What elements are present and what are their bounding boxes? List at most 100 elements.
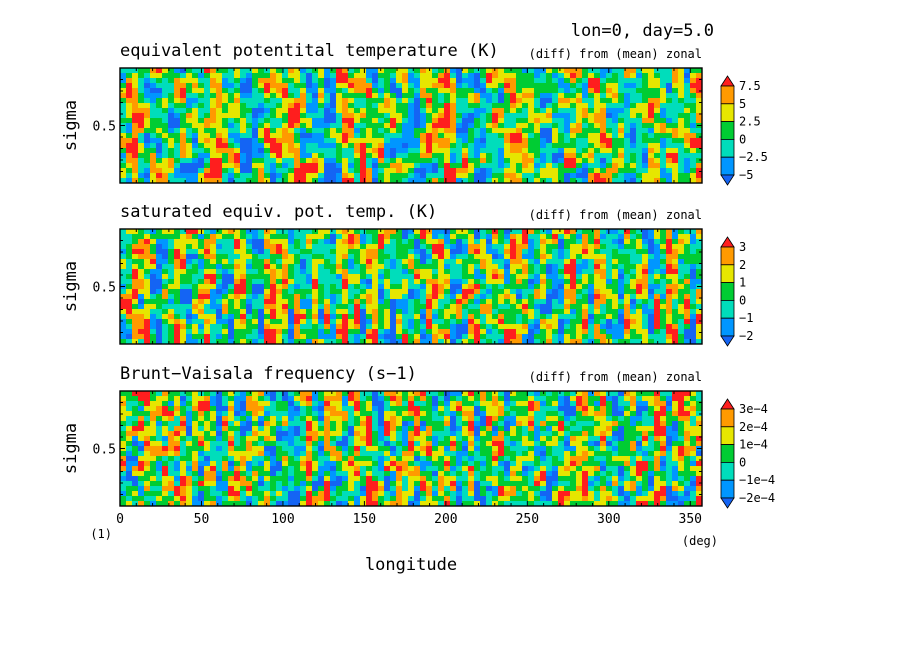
- heatmap-cell: [288, 334, 295, 340]
- heatmap-cell: [162, 249, 169, 255]
- heatmap-cell: [324, 254, 331, 260]
- heatmap-cell: [126, 324, 133, 330]
- heatmap-cell: [360, 254, 367, 260]
- heatmap-cell: [474, 264, 481, 270]
- heatmap-cell: [408, 138, 415, 144]
- heatmap-cell: [366, 118, 373, 124]
- heatmap-cell: [132, 319, 139, 325]
- heatmap-cell: [450, 259, 457, 265]
- heatmap-cell: [438, 229, 445, 235]
- heatmap-cell: [198, 108, 205, 114]
- heatmap-cell: [228, 329, 235, 335]
- heatmap-cell: [648, 73, 655, 79]
- heatmap-cell: [444, 264, 451, 270]
- heatmap-cell: [444, 279, 451, 285]
- heatmap-cell: [498, 163, 505, 169]
- heatmap-cell: [486, 173, 493, 179]
- heatmap-cell: [402, 158, 409, 164]
- heatmap-cell: [450, 274, 457, 280]
- heatmap-cell: [192, 113, 199, 119]
- heatmap-cell: [138, 128, 145, 134]
- heatmap-cell: [120, 98, 127, 104]
- heatmap-cell: [624, 314, 631, 320]
- heatmap-cell: [480, 339, 487, 345]
- heatmap-cell: [522, 73, 529, 79]
- heatmap-cell: [324, 93, 331, 99]
- heatmap-cell: [366, 173, 373, 179]
- heatmap-cell: [660, 118, 667, 124]
- heatmap-cell: [144, 73, 151, 79]
- heatmap-cell: [444, 314, 451, 320]
- heatmap-cell: [270, 294, 277, 300]
- heatmap-cell: [576, 148, 583, 154]
- heatmap-cell: [348, 73, 355, 79]
- heatmap-cell: [480, 229, 487, 235]
- heatmap-cell: [390, 163, 397, 169]
- heatmap-cell: [414, 264, 421, 270]
- heatmap-cell: [396, 73, 403, 79]
- heatmap-cell: [372, 88, 379, 94]
- heatmap-cell: [654, 118, 661, 124]
- heatmap-cell: [558, 299, 565, 305]
- heatmap-cell: [222, 396, 229, 402]
- heatmap-cell: [426, 128, 433, 134]
- heatmap-cell: [240, 334, 247, 340]
- heatmap-cell: [696, 239, 703, 245]
- heatmap-cell: [360, 299, 367, 305]
- heatmap-cell: [642, 118, 649, 124]
- heatmap-cell: [594, 173, 601, 179]
- heatmap-cell: [564, 284, 571, 290]
- heatmap-cell: [396, 391, 403, 397]
- heatmap-cell: [174, 319, 181, 325]
- heatmap-cell: [270, 133, 277, 139]
- heatmap-cell: [198, 299, 205, 305]
- heatmap-cell: [282, 304, 289, 310]
- heatmap-cell: [606, 78, 613, 84]
- heatmap-cell: [252, 168, 259, 174]
- heatmap-cell: [684, 249, 691, 255]
- heatmap-cell: [186, 68, 193, 74]
- heatmap-cell: [276, 173, 283, 179]
- heatmap-cell: [192, 128, 199, 134]
- heatmap-cell: [684, 163, 691, 169]
- heatmap-cell: [330, 264, 337, 270]
- heatmap-cell: [462, 304, 469, 310]
- heatmap-cell: [456, 401, 463, 407]
- heatmap-cell: [432, 178, 439, 184]
- heatmap-cell: [204, 324, 211, 330]
- heatmap-cell: [216, 83, 223, 89]
- heatmap-cell: [432, 401, 439, 407]
- heatmap-cell: [516, 158, 523, 164]
- heatmap-cell: [264, 148, 271, 154]
- heatmap-cell: [660, 163, 667, 169]
- heatmap-cell: [294, 309, 301, 315]
- heatmap-cell: [354, 274, 361, 280]
- heatmap-cell: [168, 279, 175, 285]
- heatmap-cell: [438, 391, 445, 397]
- heatmap-cell: [276, 68, 283, 74]
- heatmap-cell: [276, 138, 283, 144]
- heatmap-cell: [534, 68, 541, 74]
- heatmap-cell: [630, 249, 637, 255]
- heatmap-cell: [426, 239, 433, 245]
- heatmap-cell: [342, 299, 349, 305]
- heatmap-cell: [180, 309, 187, 315]
- heatmap-cell: [156, 391, 163, 397]
- heatmap-cell: [402, 334, 409, 340]
- heatmap-cell: [282, 93, 289, 99]
- heatmap-cell: [594, 274, 601, 280]
- heatmap-cell: [294, 143, 301, 149]
- heatmap-cell: [264, 324, 271, 330]
- heatmap-cell: [672, 178, 679, 184]
- heatmap-cell: [132, 128, 139, 134]
- heatmap-cell: [138, 319, 145, 325]
- heatmap-cell: [672, 168, 679, 174]
- heatmap-cell: [204, 234, 211, 240]
- heatmap-cell: [360, 103, 367, 109]
- heatmap-cell: [462, 334, 469, 340]
- heatmap-cell: [510, 274, 517, 280]
- heatmap-cell: [552, 324, 559, 330]
- heatmap-cell: [582, 143, 589, 149]
- heatmap-cell: [312, 289, 319, 295]
- heatmap-cell: [270, 88, 277, 94]
